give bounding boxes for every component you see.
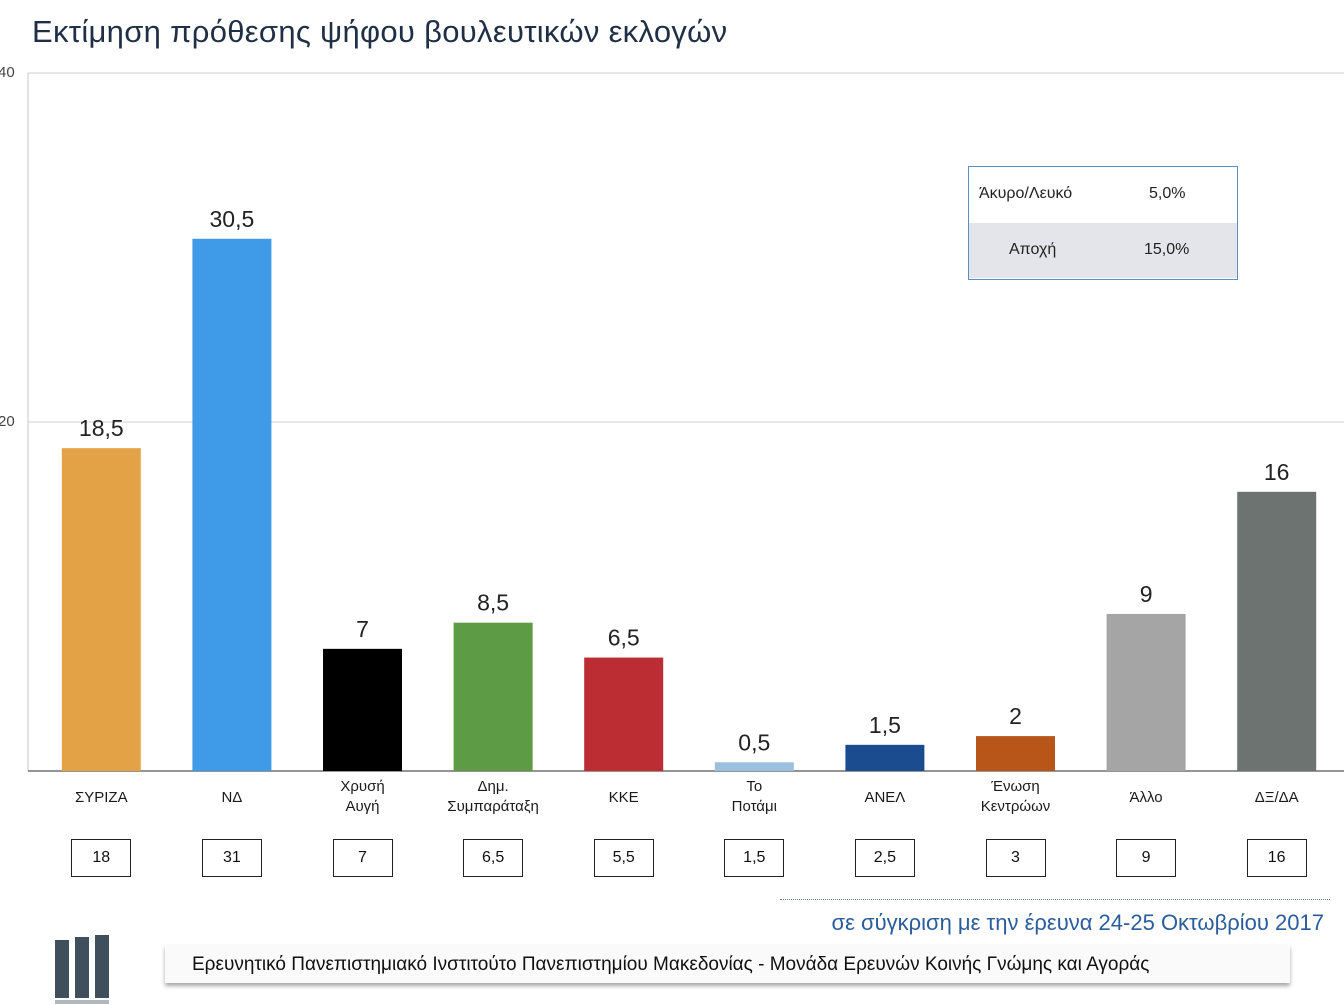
x-tick-label: ΑΝΕΛ — [864, 789, 906, 806]
x-tick-label: ΚΚΕ — [608, 789, 639, 806]
bar — [714, 762, 794, 771]
bar — [845, 744, 925, 771]
comparison-value-box: 18 — [71, 839, 132, 877]
table-row: Άκυρο/Λευκό 5,0% — [969, 167, 1237, 224]
bar — [1106, 613, 1186, 771]
bar — [976, 736, 1055, 771]
comparison-value-box: 7 — [332, 839, 393, 877]
footer-text: Ερευνητικό Πανεπιστημιακό Ινστιτούτο Παν… — [192, 954, 1150, 975]
data-label: 18,5 — [79, 415, 124, 441]
comparison-value-box: 1,5 — [724, 839, 785, 877]
x-tick-label: ΝΔ — [221, 789, 243, 806]
data-label: 1,5 — [869, 712, 901, 738]
comparison-value-box: 16 — [1246, 839, 1307, 877]
table-row: Αποχή 15,0% — [969, 223, 1237, 278]
bar — [192, 238, 272, 771]
x-tick-label: Δημ. Συμπαράταξη — [447, 778, 539, 815]
y-tick-label: 20 — [0, 413, 15, 430]
table-row-label: Αποχή — [1009, 241, 1057, 258]
data-label: 16 — [1264, 459, 1290, 485]
comparison-value-box: 5,5 — [593, 839, 654, 877]
comparison-value-box: 2,5 — [854, 839, 915, 877]
comparison-value-box: 9 — [1116, 839, 1177, 877]
data-label: 0,5 — [738, 729, 770, 755]
data-label: 7 — [356, 616, 369, 642]
bar — [453, 622, 533, 771]
x-tick-label: Ένωση Κεντρώων — [980, 778, 1051, 815]
divider-line — [780, 899, 1330, 900]
x-tick-label: ΣΥΡΙΖΑ — [74, 789, 128, 806]
data-label: 30,5 — [210, 206, 255, 232]
institute-logo-icon — [55, 935, 109, 1004]
x-tick-label: Άλλο — [1129, 789, 1163, 806]
data-label: 6,5 — [608, 625, 640, 651]
comparison-note: σε σύγκριση με την έρευνα 24-25 Οκτωβρίο… — [831, 910, 1325, 935]
comparison-value-box: 6,5 — [463, 839, 524, 877]
comparison-value-box: 3 — [985, 839, 1046, 877]
data-label: 9 — [1140, 581, 1153, 607]
table-row-value: 15,0% — [1144, 241, 1190, 258]
data-label: 8,5 — [477, 590, 509, 616]
bar — [323, 648, 402, 771]
data-label: 2 — [1009, 703, 1022, 729]
bar — [1237, 491, 1317, 771]
x-tick-label: Χρυσή Αυγή — [340, 778, 385, 815]
bar — [61, 448, 141, 771]
comparison-value-box: 31 — [201, 839, 262, 877]
x-tick-label: ΔΞ/ΔΑ — [1254, 789, 1299, 806]
bar — [584, 657, 664, 771]
table-row-value: 5,0% — [1149, 185, 1186, 202]
abstention-table: Άκυρο/Λευκό 5,0% Αποχή 15,0% — [968, 166, 1238, 280]
table-row-label: Άκυρο/Λευκό — [979, 185, 1073, 202]
x-tick-label: Το Ποτάμι — [731, 778, 777, 815]
y-tick-label: 40 — [0, 64, 15, 81]
footer-bar — [165, 945, 1290, 983]
chart-title: Εκτίμηση πρόθεσης ψήφου βουλευτικών εκλο… — [32, 14, 728, 49]
bar-chart: 18,5 30,5 7 8,5 6,5 0,5 1,5 2 9 16 — [27, 72, 1344, 772]
